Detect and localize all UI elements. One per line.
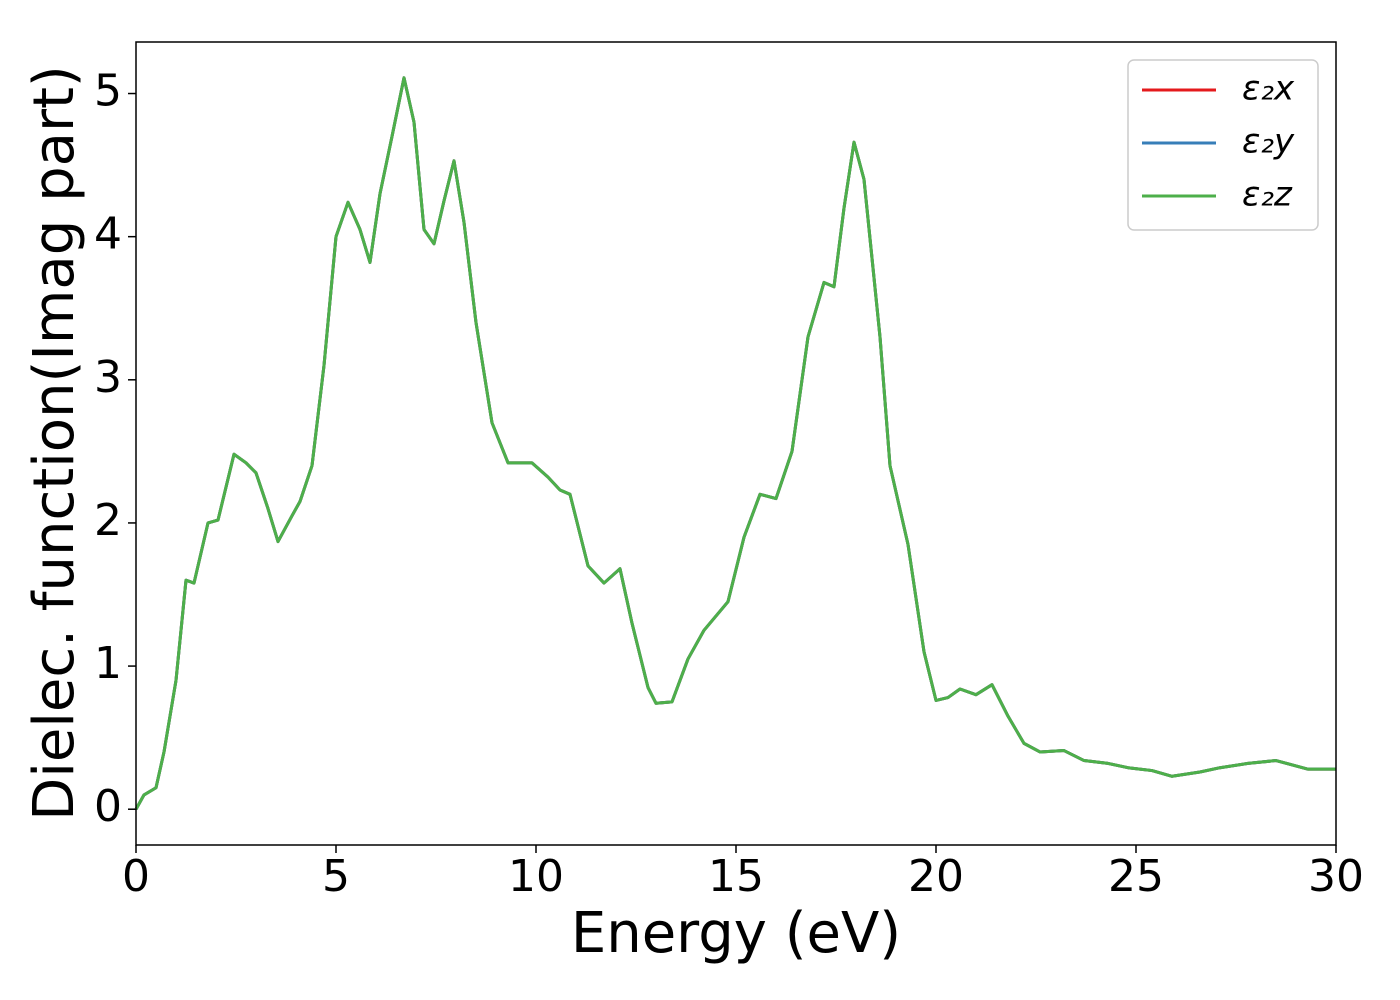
y-tick-label: 4 <box>94 209 122 260</box>
y-tick-label: 5 <box>94 66 122 117</box>
y-tick-label: 3 <box>94 352 122 403</box>
legend-box <box>1127 59 1319 231</box>
series-line <box>134 76 1336 810</box>
x-axis-label: Energy (eV) <box>571 901 901 966</box>
x-tick-label: 10 <box>508 851 564 902</box>
x-tick-label: 20 <box>908 851 964 902</box>
legend-label: ε₂y <box>1242 122 1295 162</box>
legend-label: ε₂x <box>1242 69 1295 109</box>
legend-label: ε₂z <box>1242 175 1293 215</box>
x-tick-label: 5 <box>322 851 350 902</box>
y-tick-label: 0 <box>94 781 122 832</box>
y-tick-label: 2 <box>94 495 122 546</box>
x-tick-label: 25 <box>1108 851 1164 902</box>
y-tick-label: 1 <box>94 638 122 689</box>
x-tick-label: 0 <box>122 851 150 902</box>
plot-frame <box>135 41 1337 846</box>
y-axis-label: Dielec. function(Imag part) <box>22 65 87 821</box>
x-tick-label: 30 <box>1308 851 1364 902</box>
x-tick-label: 15 <box>708 851 764 902</box>
